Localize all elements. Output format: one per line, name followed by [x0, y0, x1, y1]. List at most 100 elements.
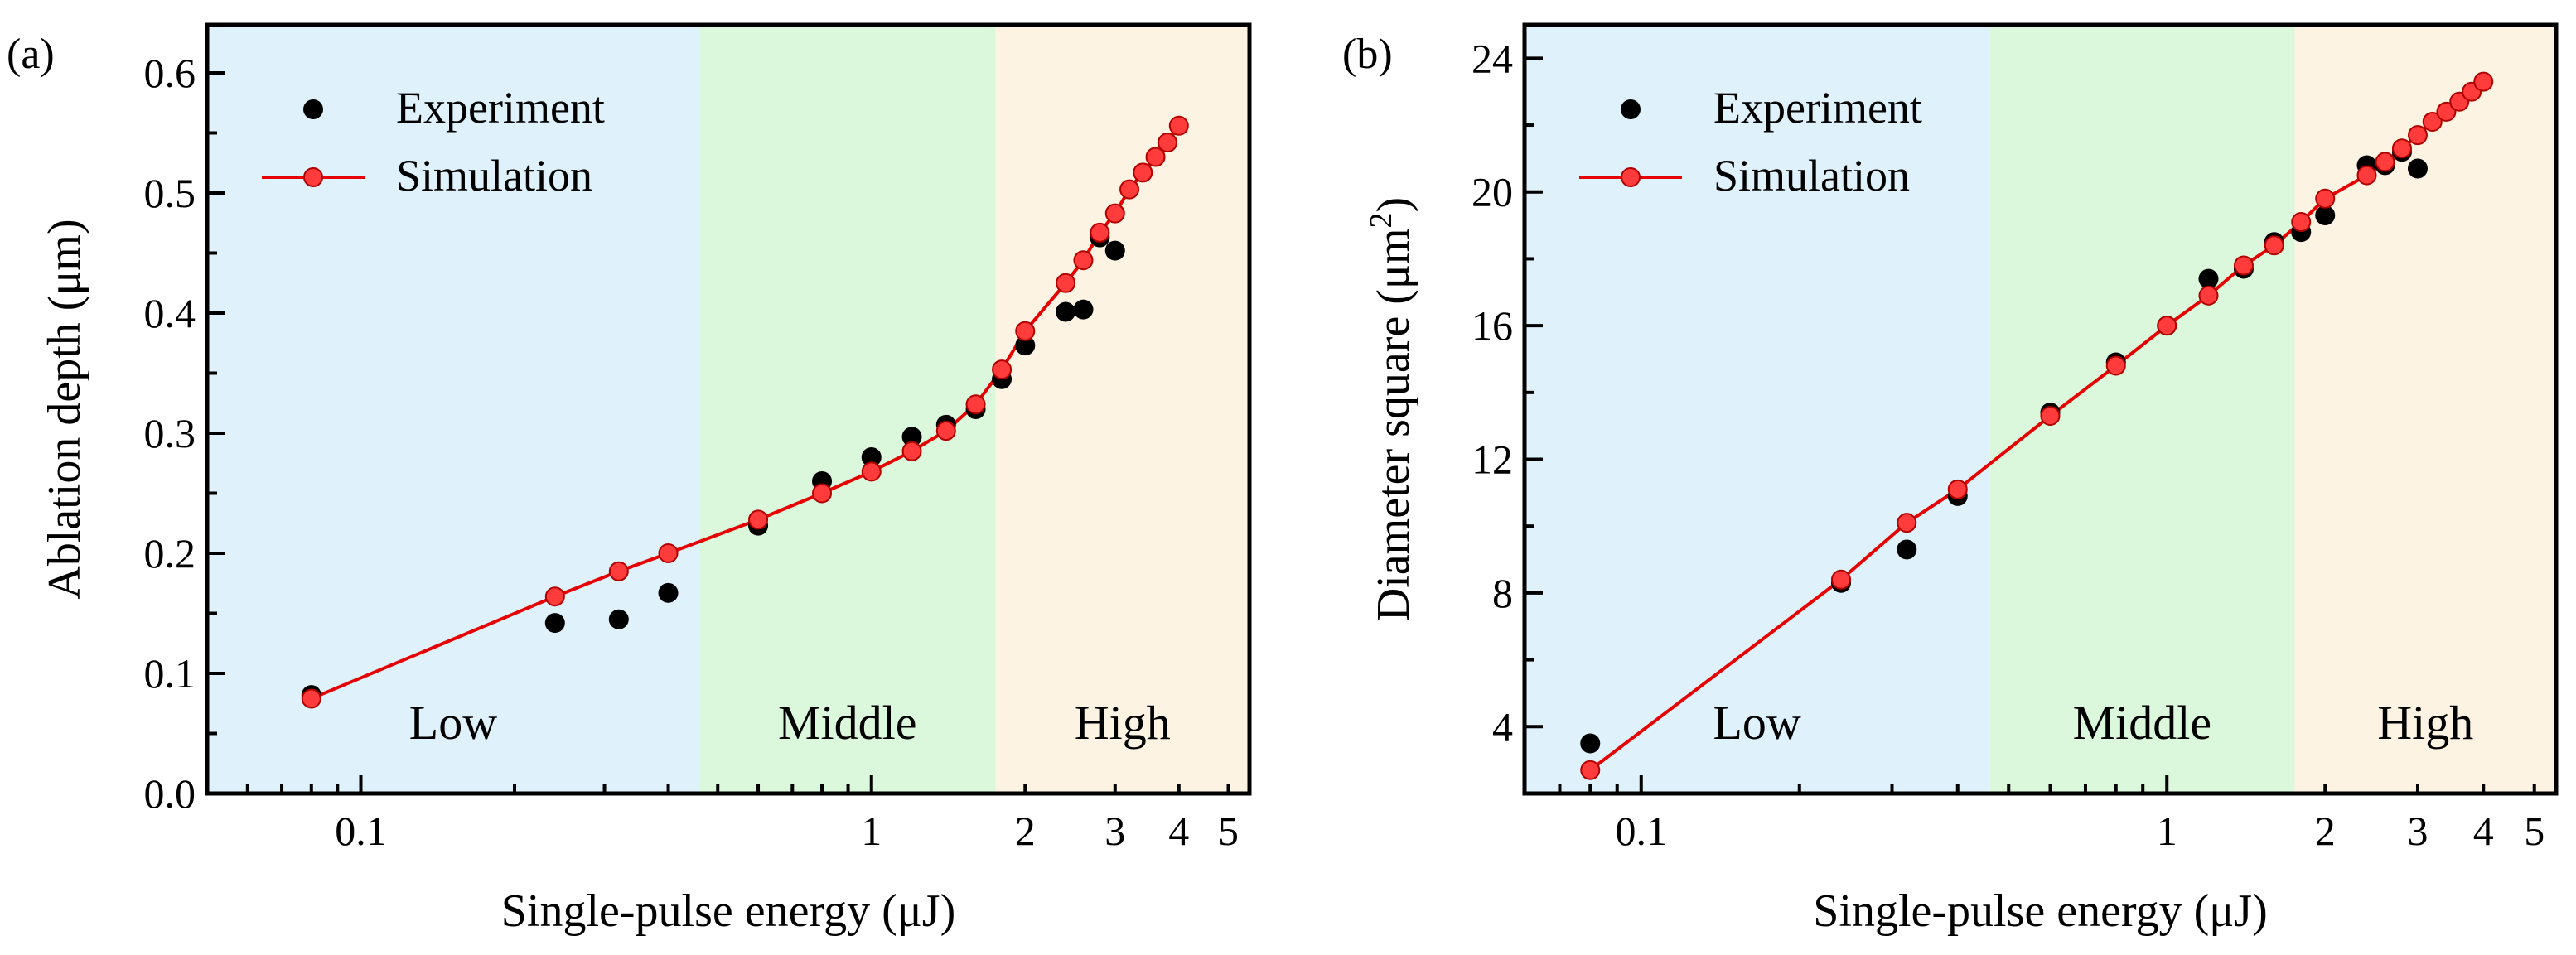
experiment-point	[2315, 205, 2336, 225]
y-axis-title-text: Ablation depth (μm)	[39, 219, 90, 599]
x-tick-label: 3	[1104, 808, 1125, 854]
legend-experiment-label: Experiment	[396, 83, 605, 133]
y-tick-label: 0.2	[144, 530, 196, 576]
region-label-middle: Middle	[778, 696, 917, 750]
simulation-point	[2233, 255, 2254, 276]
legend-simulation-label: Simulation	[1713, 151, 1910, 200]
simulation-point	[544, 586, 565, 607]
experiment-point	[861, 447, 882, 467]
plot-frame	[1522, 22, 2559, 796]
x-axis-title: Single-pulse energy (μJ)	[1813, 885, 2267, 937]
simulation-point	[965, 394, 986, 415]
y-tick-label: 12	[1472, 437, 1513, 483]
experiment-point	[1015, 335, 1036, 356]
y-axis-title: Ablation depth (μm)	[39, 219, 90, 599]
x-tick-label: 0.1	[1616, 808, 1668, 854]
simulation-point	[1947, 479, 1968, 499]
experiment-point	[544, 613, 565, 634]
simulation-point	[1831, 569, 1851, 590]
simulation-point	[608, 561, 629, 581]
simulation-point	[1073, 250, 1094, 271]
region-band-high	[995, 25, 1249, 793]
simulation-point	[658, 543, 679, 563]
y-tick-label: 0.5	[144, 170, 196, 216]
simulation-point	[2422, 112, 2443, 133]
x-tick-label: 4	[1168, 808, 1189, 854]
simulation-point	[1090, 222, 1110, 243]
simulation-point	[812, 483, 833, 504]
x-tick-label: 2	[2315, 808, 2336, 854]
simulation-point	[2473, 71, 2494, 92]
region-band-middle	[1989, 25, 2295, 793]
region-band-low	[1525, 25, 1990, 793]
y-tick-label: 0.3	[144, 410, 196, 456]
simulation-point	[1168, 115, 1189, 136]
x-tick-label: 1	[2157, 808, 2177, 854]
region-band-low	[207, 25, 699, 793]
experiment-point	[2407, 158, 2428, 179]
simulation-point	[2436, 101, 2457, 122]
experiment-point	[658, 582, 679, 603]
y-tick-label: 0.0	[144, 770, 196, 817]
simulation-point	[301, 688, 321, 709]
region-label-low: Low	[1713, 696, 1800, 750]
simulation-point	[2391, 138, 2412, 159]
simulation-point	[901, 441, 922, 461]
y-tick-label: 4	[1492, 703, 1513, 750]
region-label-high: High	[2377, 696, 2473, 750]
region-band-high	[2294, 25, 2556, 793]
experiment-point	[1897, 539, 1917, 560]
legend-experiment-marker	[303, 99, 323, 119]
plot-frame	[205, 22, 1252, 796]
simulation-point	[1056, 273, 1076, 293]
legend-simulation-marker	[303, 167, 323, 187]
simulation-point	[2407, 125, 2428, 146]
simulation-point	[748, 509, 769, 530]
y-axis-title-superscript: 2	[1364, 212, 1399, 228]
legend-simulation-marker	[1621, 167, 1641, 187]
chart-panel-a: Low Middle High Experiment Simulation 0.1 1 2 3 4…	[7, 22, 1252, 937]
simulation-point	[1897, 513, 1917, 533]
simulation-point	[2040, 406, 2061, 427]
y-axis-title: Diameter square (μm2)	[1364, 197, 1419, 621]
simulation-point	[2264, 235, 2284, 256]
y-tick-label: 24	[1472, 35, 1513, 81]
x-tick-label: 5	[2524, 808, 2545, 854]
simulation-point	[1015, 321, 1036, 341]
x-tick-label: 5	[1218, 808, 1239, 854]
y-tick-label: 8	[1492, 570, 1513, 616]
simulation-point	[1133, 162, 1153, 183]
x-axis-title: Single-pulse energy (μJ)	[501, 885, 955, 937]
experiment-point	[901, 427, 922, 447]
simulation-point	[1104, 203, 1125, 224]
x-tick-label: 4	[2473, 808, 2494, 854]
simulation-point	[2157, 316, 2177, 336]
experiment-point	[1073, 299, 1094, 320]
simulation-point	[2356, 165, 2377, 186]
simulation-point	[1119, 179, 1140, 200]
y-tick-label: 0.4	[144, 290, 196, 336]
y-tick-label: 0.1	[144, 650, 196, 697]
simulation-point	[2375, 152, 2395, 172]
simulation-point	[1158, 133, 1178, 153]
simulation-point	[992, 359, 1013, 380]
experiment-point	[1104, 240, 1125, 261]
simulation-point	[861, 461, 882, 482]
x-tick-label: 1	[861, 808, 882, 854]
experiment-point	[608, 609, 629, 629]
region-band-middle	[698, 25, 996, 793]
region-label-low: Low	[409, 696, 497, 750]
legend-experiment-label: Experiment	[1713, 83, 1922, 133]
simulation-point	[2198, 285, 2219, 306]
panel-tag: (b)	[1342, 31, 1393, 78]
region-label-middle: Middle	[2073, 696, 2212, 750]
y-axis-title-text: Diameter square (μm	[1368, 228, 1419, 621]
simulation-point	[1580, 760, 1601, 780]
experiment-point	[1056, 301, 1076, 322]
legend-simulation-label: Simulation	[396, 151, 592, 200]
simulation-point	[1145, 147, 1166, 167]
simulation-point	[2315, 188, 2336, 209]
y-axis-title-suffix: )	[1368, 197, 1419, 213]
